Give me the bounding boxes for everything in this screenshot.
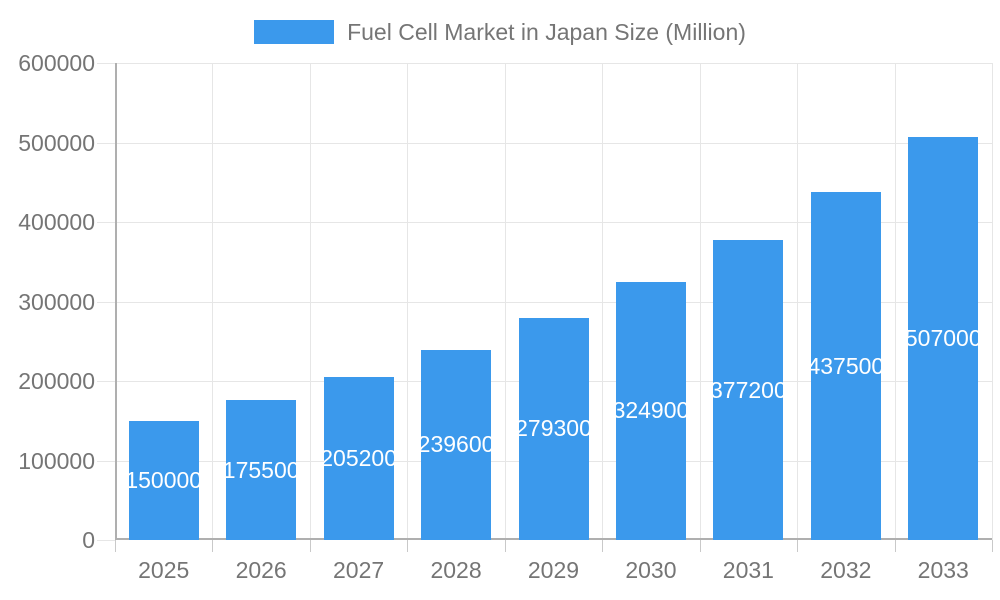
gridline-vertical (699, 63, 701, 540)
y-tick-mark (97, 460, 115, 462)
bar-value-label: 205200 (323, 444, 394, 471)
y-tick-label: 600000 (18, 50, 95, 76)
x-tick-mark (992, 540, 993, 552)
gridline-vertical (992, 63, 993, 540)
y-tick-label: 500000 (18, 129, 95, 156)
gridline-vertical (797, 63, 799, 540)
x-tick-label: 2029 (527, 557, 580, 583)
y-tick-label: 300000 (18, 288, 95, 315)
x-tick-mark (894, 540, 896, 552)
plot-area: 150000 175500 205200 239600 279300 324900 3772… (115, 63, 993, 540)
bar-value-label: 507000 (908, 324, 979, 351)
bar: 279300 (518, 317, 589, 540)
x-tick-label: 2025 (138, 557, 190, 583)
bar: 324900 (615, 281, 686, 540)
bar-value-label: 437500 (810, 352, 881, 379)
x-tick-mark (699, 540, 701, 552)
legend-swatch (254, 20, 335, 44)
gridline-horizontal (115, 222, 992, 223)
y-tick-mark (97, 540, 115, 541)
y-tick-label: 100000 (18, 447, 95, 474)
x-tick-label: 2030 (625, 557, 677, 583)
bar-value-label: 150000 (128, 466, 199, 493)
gridline-vertical (504, 63, 506, 540)
x-tick-mark (504, 540, 506, 552)
bar-value-label: 377200 (713, 376, 784, 403)
gridline-vertical (407, 63, 409, 540)
y-tick-label: 0 (82, 527, 95, 553)
x-tick-label: 2033 (917, 557, 969, 583)
bar: 437500 (810, 192, 881, 540)
y-tick-mark (97, 63, 115, 64)
y-tick-mark (97, 142, 115, 144)
gridline-vertical (602, 63, 604, 540)
y-tick-mark (97, 301, 115, 303)
bar-value-label: 324900 (615, 397, 686, 424)
bar: 377200 (713, 240, 784, 540)
y-tick-label: 200000 (18, 368, 95, 394)
x-tick-label: 2028 (430, 557, 482, 583)
bar: 507000 (908, 136, 979, 540)
y-tick-label: 400000 (18, 209, 95, 235)
bar: 239600 (421, 349, 492, 540)
legend: Fuel Cell Market in Japan Size (Million) (0, 15, 1000, 49)
x-tick-label: 2031 (722, 557, 774, 583)
gridline-vertical (309, 63, 311, 540)
x-tick-mark (115, 540, 116, 552)
x-tick-label: 2026 (235, 557, 287, 583)
gridline-vertical (894, 63, 896, 540)
x-tick-mark (602, 540, 604, 552)
x-tick-mark (797, 540, 799, 552)
x-tick-mark (212, 540, 214, 552)
bar: 205200 (323, 376, 394, 540)
y-tick-mark (97, 222, 115, 223)
bar: 150000 (128, 420, 199, 540)
bar-value-label: 279300 (518, 415, 589, 442)
gridline-vertical (212, 63, 214, 540)
bar: 175500 (226, 400, 297, 540)
gridline-horizontal (115, 301, 992, 303)
x-tick-label: 2032 (820, 557, 872, 583)
legend-label: Fuel Cell Market in Japan Size (Million) (347, 18, 746, 45)
x-tick-mark (407, 540, 409, 552)
gridline-horizontal (115, 63, 992, 64)
bar-value-label: 175500 (226, 456, 297, 483)
bar-value-label: 239600 (421, 431, 492, 458)
gridline-horizontal (115, 142, 992, 144)
x-tick-mark (309, 540, 311, 552)
y-axis-line (115, 63, 117, 540)
y-tick-mark (97, 381, 115, 382)
x-tick-label: 2027 (333, 557, 385, 583)
